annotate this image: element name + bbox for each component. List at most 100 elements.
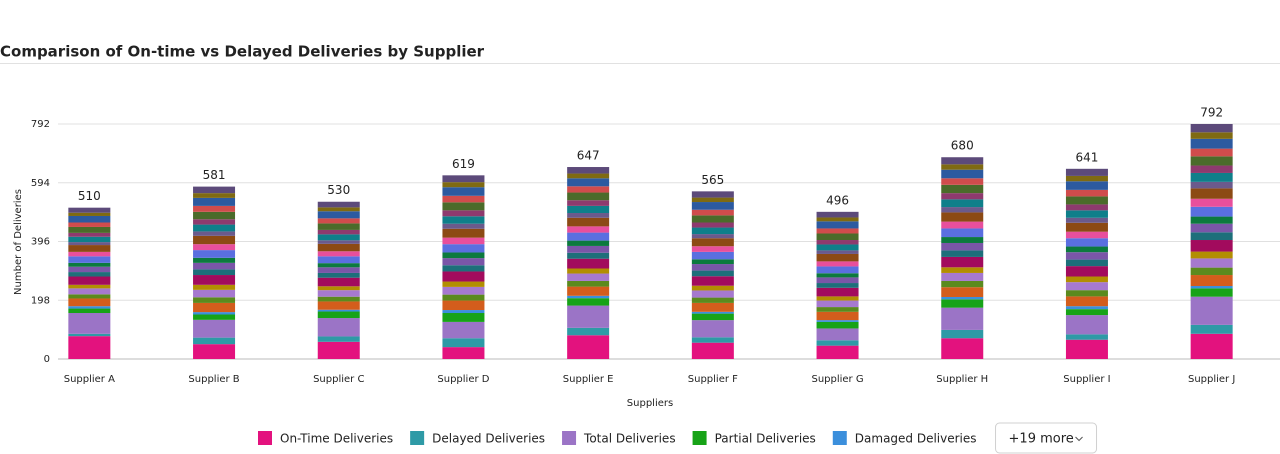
bar-segment [317, 309, 360, 312]
x-tick-label: Supplier A [64, 374, 115, 385]
bar-segment [68, 256, 111, 263]
bar-segment [1190, 138, 1233, 149]
bar-segment [68, 245, 111, 252]
bar-segment [68, 266, 111, 273]
bar-segment [1065, 181, 1108, 190]
bar-segment [1190, 286, 1233, 289]
bar-segment [193, 186, 236, 194]
bar-segment [816, 244, 859, 251]
bar-segment [193, 289, 236, 298]
bar-segment [193, 257, 236, 263]
bar-segment [442, 281, 485, 287]
bar-segment [193, 275, 236, 285]
bar-segment [1065, 309, 1108, 316]
bar-segment [1065, 306, 1108, 310]
bar-segment [816, 228, 859, 234]
bar-segment [941, 237, 984, 243]
y-axis-label: Number of Deliveries [13, 189, 24, 295]
total-label: 496 [826, 193, 849, 207]
bar-segment [1065, 252, 1108, 260]
bar-segment [193, 197, 236, 206]
bar-segment [816, 277, 859, 284]
bar-segment [816, 296, 859, 301]
bar-segment [941, 267, 984, 273]
bar-segment [941, 250, 984, 257]
bar-segment [1190, 240, 1233, 252]
bar-segment [1190, 288, 1233, 297]
x-axis-label: Suppliers [627, 398, 673, 409]
bar-segment [1190, 124, 1233, 133]
bar-segment [1190, 198, 1233, 207]
bar-segment [691, 270, 734, 277]
bar-segment [567, 286, 610, 296]
bar-segment [317, 296, 360, 302]
bar-segment [1065, 296, 1108, 307]
bar-segment [442, 223, 485, 229]
total-label: 619 [452, 157, 475, 171]
bar-segment [68, 336, 111, 359]
bar-segment [317, 277, 360, 287]
bar-segment [1065, 282, 1108, 291]
bar-segment [68, 251, 111, 257]
bar-segment [567, 335, 610, 359]
bar-segment [442, 347, 485, 359]
x-tick-label: Supplier I [1063, 374, 1110, 385]
bar-segment [567, 173, 610, 179]
bar-segment [941, 287, 984, 297]
bar-segment [317, 301, 360, 310]
bar-segment [1065, 222, 1108, 232]
bar-segment [1065, 334, 1108, 340]
bar-segment [816, 240, 859, 245]
bar-segment [1065, 259, 1108, 267]
bar-segment [317, 256, 360, 264]
bar-segment [1065, 204, 1108, 211]
bar-segment [941, 296, 984, 300]
x-tick-label: Supplier B [188, 374, 239, 385]
bar-segment [317, 240, 360, 244]
bar-segment [442, 244, 485, 253]
bar-segment [1190, 324, 1233, 334]
bar-segment [317, 336, 360, 342]
bar-segment [567, 327, 610, 336]
bar-segment [442, 216, 485, 224]
bar-segment [68, 215, 111, 223]
bar-segment [691, 313, 734, 321]
bar-segment [1065, 238, 1108, 247]
x-tick-label: Supplier F [688, 374, 738, 385]
legend-label: Partial Deliveries [715, 432, 816, 446]
bar-segment [193, 302, 236, 313]
bar-segment [816, 273, 859, 278]
bar-segment [1065, 290, 1108, 297]
bar-segment [193, 193, 236, 198]
bar-segment [941, 207, 984, 213]
bar-segment [941, 329, 984, 339]
bar-segment [442, 228, 485, 238]
bar-segment [317, 263, 360, 268]
x-tick-label: Supplier E [563, 374, 614, 385]
bar-segment [317, 251, 360, 257]
bar-segment [691, 320, 734, 338]
button-label: +19 more [1009, 432, 1074, 447]
bar-segment [442, 294, 485, 301]
bar-segment [317, 341, 360, 359]
total-label: 792 [1200, 106, 1223, 120]
bar-segment [816, 287, 859, 297]
bar-segment [691, 202, 734, 210]
bar-segment [193, 262, 236, 270]
bar-segment [317, 211, 360, 219]
bar-segment [567, 232, 610, 241]
bar-segment [1065, 210, 1108, 218]
bar-segment [193, 211, 236, 220]
bar-segment [691, 251, 734, 260]
legend-more-button[interactable]: +19 more [995, 422, 1098, 454]
legend-swatch [258, 431, 272, 445]
bar-segment [442, 175, 485, 183]
bar-segment [567, 252, 610, 259]
bar-segment [567, 305, 610, 328]
bar-segment [193, 269, 236, 276]
bar-segment [567, 295, 610, 299]
bar-segment [193, 297, 236, 303]
bar-segment [317, 286, 360, 291]
bar-segment [691, 209, 734, 216]
bar-segment [816, 321, 859, 329]
